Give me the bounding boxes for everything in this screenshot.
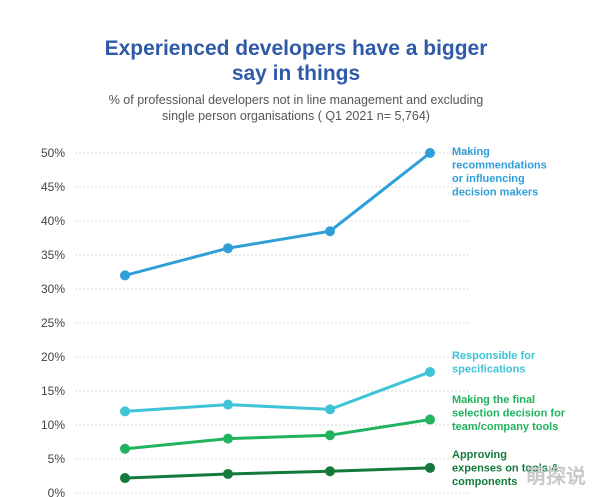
series-label: or influencing [452, 173, 525, 185]
y-tick-label: 20% [41, 350, 65, 364]
watermark-text: 萌探说 [526, 464, 586, 488]
y-tick-label: 10% [41, 418, 65, 432]
series-label: Making [452, 146, 490, 158]
y-tick-label: 30% [41, 282, 65, 296]
series-label: expenses on tools & [452, 463, 559, 475]
data-point [223, 468, 233, 479]
series-line [123, 370, 432, 413]
y-tick-label: 15% [41, 384, 65, 398]
data-point [425, 148, 435, 158]
series-line [123, 151, 432, 277]
series-label: Approving [452, 449, 507, 461]
chart-subtitle: % of professional developers not in line… [0, 92, 592, 124]
data-point [325, 404, 335, 415]
data-point [425, 414, 435, 425]
data-point [120, 406, 130, 417]
series-label: components [452, 476, 517, 488]
y-tick-label: 40% [41, 214, 65, 228]
data-point [425, 462, 435, 473]
data-point [120, 473, 130, 484]
data-point [325, 226, 335, 237]
data-point [223, 433, 233, 444]
data-point [425, 366, 435, 377]
series-line [123, 418, 432, 451]
series-label: Responsible for [452, 350, 536, 362]
series-label: specifications [452, 364, 525, 376]
data-point [223, 243, 233, 254]
series-label: selection decision for [452, 408, 566, 420]
series-label: decision makers [452, 187, 538, 199]
y-tick-label: 50% [41, 146, 65, 160]
data-point [223, 399, 233, 410]
chart-subtitle-line: single person organisations ( Q1 2021 n=… [162, 109, 430, 123]
chart-subtitle-line: % of professional developers not in line… [108, 93, 484, 107]
data-point [325, 466, 335, 477]
chart-title-line: Experienced developers have a bigger [104, 37, 488, 60]
series-label: Making the final [452, 394, 535, 406]
data-point [325, 430, 335, 441]
y-tick-label: 35% [41, 248, 65, 262]
series-label: recommendations [452, 160, 547, 172]
chart-title-line: say in things [231, 62, 361, 85]
data-point [120, 443, 130, 454]
chart-title: Experienced developers have a bigger say… [0, 36, 592, 86]
y-tick-label: 0% [48, 486, 66, 497]
series-line [123, 466, 432, 480]
series-label: team/company tools [452, 421, 558, 433]
data-point [120, 270, 130, 281]
y-tick-label: 5% [48, 452, 66, 466]
y-tick-label: 45% [41, 180, 65, 194]
y-tick-label: 25% [41, 316, 65, 330]
